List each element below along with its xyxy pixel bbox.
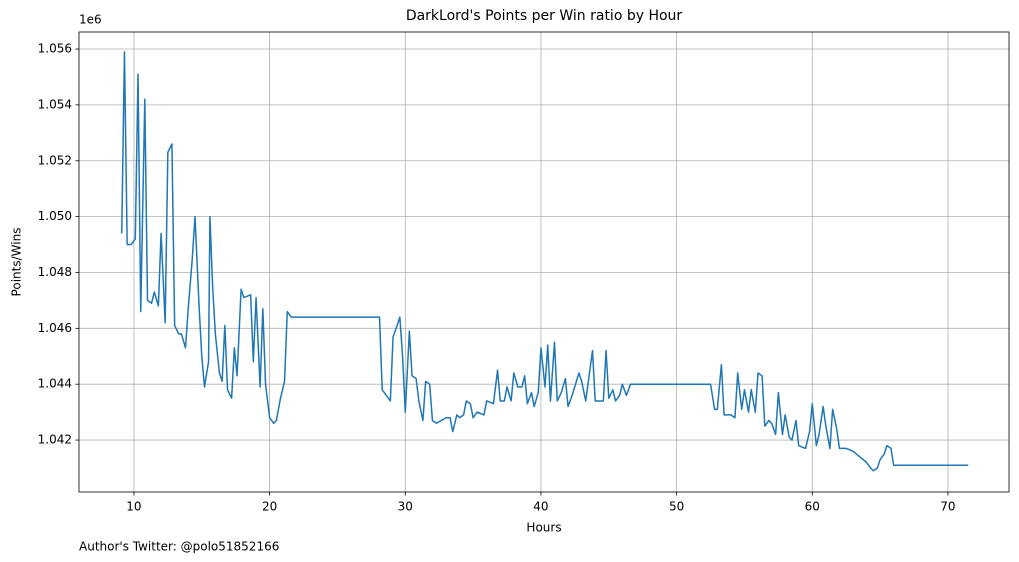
y-tick-label: 1.056 <box>38 42 72 56</box>
y-tick-label: 1.042 <box>38 433 72 447</box>
x-tick-label: 40 <box>533 500 548 514</box>
y-tick-label: 1.050 <box>38 209 72 223</box>
chart-title: DarkLord's Points per Win ratio by Hour <box>406 8 683 24</box>
x-tick-label: 10 <box>126 500 141 514</box>
plot-frame <box>78 31 1010 493</box>
y-tick-label: 1.054 <box>38 97 72 111</box>
y-tick-label: 1.044 <box>38 377 72 391</box>
y-tick-label: 1.046 <box>38 321 72 335</box>
y-offset-label: 1e6 <box>79 13 102 27</box>
x-tick-label: 60 <box>805 500 820 514</box>
y-tick-label: 1.052 <box>38 153 72 167</box>
footnote: Author's Twitter: @polo51852166 <box>79 540 279 554</box>
y-axis-label: Points/Wins <box>10 228 24 297</box>
x-tick-label: 30 <box>398 500 413 514</box>
data-line <box>120 51 969 472</box>
y-tick-label: 1.048 <box>38 265 72 279</box>
x-tick-label: 50 <box>669 500 684 514</box>
x-tick-label: 20 <box>262 500 277 514</box>
x-tick-label: 70 <box>940 500 955 514</box>
x-axis-label: Hours <box>526 521 561 535</box>
